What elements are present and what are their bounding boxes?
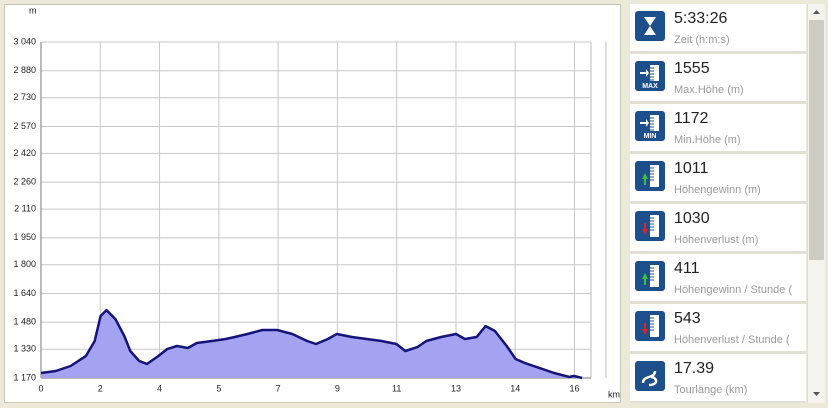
- stat-value: 411: [674, 260, 700, 277]
- stat-item[interactable]: 543 Höhenverlust / Stunde (: [630, 304, 806, 354]
- scroll-down: [813, 392, 820, 396]
- x-tick-label: 13: [451, 383, 461, 393]
- stat-label: Tourlänge (km): [674, 384, 748, 396]
- x-axis-label: km: [608, 389, 620, 399]
- stat-value: 1011: [674, 160, 709, 177]
- x-tick-label: 4: [157, 383, 162, 393]
- stat-item[interactable]: 5:33:26 Zeit (h:m:s): [630, 4, 806, 54]
- stat-label: Zeit (h:m:s): [674, 34, 730, 46]
- stat-value: 1030: [674, 210, 710, 227]
- x-tick-label: 5: [216, 383, 221, 393]
- stat-label: Höhenverlust (m): [674, 234, 759, 246]
- stat-icon: [635, 261, 665, 291]
- scroll-up: [813, 10, 820, 14]
- y-axis-label: m: [29, 5, 37, 15]
- stat-value: 5:33:26: [674, 10, 728, 27]
- arrow-up: [642, 273, 648, 285]
- stats-panel: 5:33:26 Zeit (h:m:s) MAX 1555 Max.Höhe (m) MI…: [630, 4, 806, 403]
- y-tick-label: 1 640: [13, 288, 36, 298]
- stat-value: 1555: [674, 60, 710, 77]
- x-tick-label: 7: [276, 383, 281, 393]
- y-tick-label: 1 950: [13, 232, 36, 242]
- scroll-thumb: [809, 20, 824, 260]
- stat-icon: [635, 211, 665, 241]
- stat-icon: [635, 11, 665, 41]
- ruler: [650, 65, 659, 81]
- x-tick-label: 16: [570, 383, 580, 393]
- scrollbar-graphic: [809, 10, 824, 396]
- x-tick-label: 9: [335, 383, 340, 393]
- y-tick-label: 3 040: [13, 36, 36, 46]
- y-tick-label: 1 330: [13, 344, 36, 354]
- x-tick-label: 0: [38, 383, 43, 393]
- route: [641, 370, 658, 387]
- arrow-right: [640, 69, 649, 77]
- stat-icon: [635, 161, 665, 191]
- stat-item[interactable]: MAX 1555 Max.Höhe (m): [630, 54, 806, 104]
- ruler: [650, 165, 659, 187]
- stat-label: Max.Höhe (m): [674, 84, 744, 96]
- stat-label: Höhenverlust / Stunde (: [674, 334, 790, 346]
- icon-badge: MIN: [644, 133, 657, 140]
- stat-value: 1172: [674, 110, 709, 127]
- x-tick-label: 14: [510, 383, 520, 393]
- hourglass: [644, 17, 656, 35]
- icon-bg: [635, 11, 665, 41]
- arrow-down: [642, 323, 648, 335]
- stat-item[interactable]: 1011 Höhengewinn (m): [630, 154, 806, 204]
- ruler: [650, 315, 659, 337]
- y-tick-label: 2 260: [13, 177, 36, 187]
- stat-value: 543: [674, 310, 701, 327]
- ruler: [650, 265, 659, 287]
- y-tick-label: 2 880: [13, 65, 36, 75]
- y-tick-label: 1 800: [13, 259, 36, 269]
- stat-item[interactable]: MIN 1172 Min.Höhe (m): [630, 104, 806, 154]
- stat-label: Min.Höhe (m): [674, 134, 741, 146]
- x-tick-label: 2: [98, 383, 103, 393]
- y-tick-label: 2 570: [13, 121, 36, 131]
- stat-item[interactable]: 411 Höhengewinn / Stunde (: [630, 254, 806, 304]
- icon-badge: MAX: [642, 83, 658, 90]
- elevation-area: [41, 310, 583, 378]
- y-tick-label: 2 730: [13, 92, 36, 102]
- stat-icon: MIN: [635, 111, 665, 141]
- y-tick-label: 1 480: [13, 317, 36, 327]
- ruler: [650, 115, 659, 131]
- stat-label: Höhengewinn / Stunde (: [674, 284, 793, 296]
- stat-value: 17.39: [674, 360, 715, 377]
- stat-icon: [635, 311, 665, 341]
- elevation-line: [40, 308, 583, 380]
- stat-icon: [635, 361, 665, 391]
- scrollbar[interactable]: [807, 4, 825, 403]
- stat-label: Höhengewinn (m): [674, 184, 761, 196]
- y-tick-label: 2 420: [13, 148, 36, 158]
- stat-icon: MAX: [635, 61, 665, 91]
- arrow-right: [640, 119, 649, 127]
- stat-item[interactable]: 17.39 Tourlänge (km): [630, 354, 806, 403]
- arrow-down: [642, 223, 648, 235]
- y-tick-label: 2 110: [14, 203, 36, 213]
- ruler: [650, 215, 659, 237]
- x-tick-label: 11: [392, 383, 401, 393]
- y-tick-label: 1 170: [13, 372, 36, 382]
- stat-item[interactable]: 1030 Höhenverlust (m): [630, 204, 806, 254]
- arrow-up: [642, 173, 648, 185]
